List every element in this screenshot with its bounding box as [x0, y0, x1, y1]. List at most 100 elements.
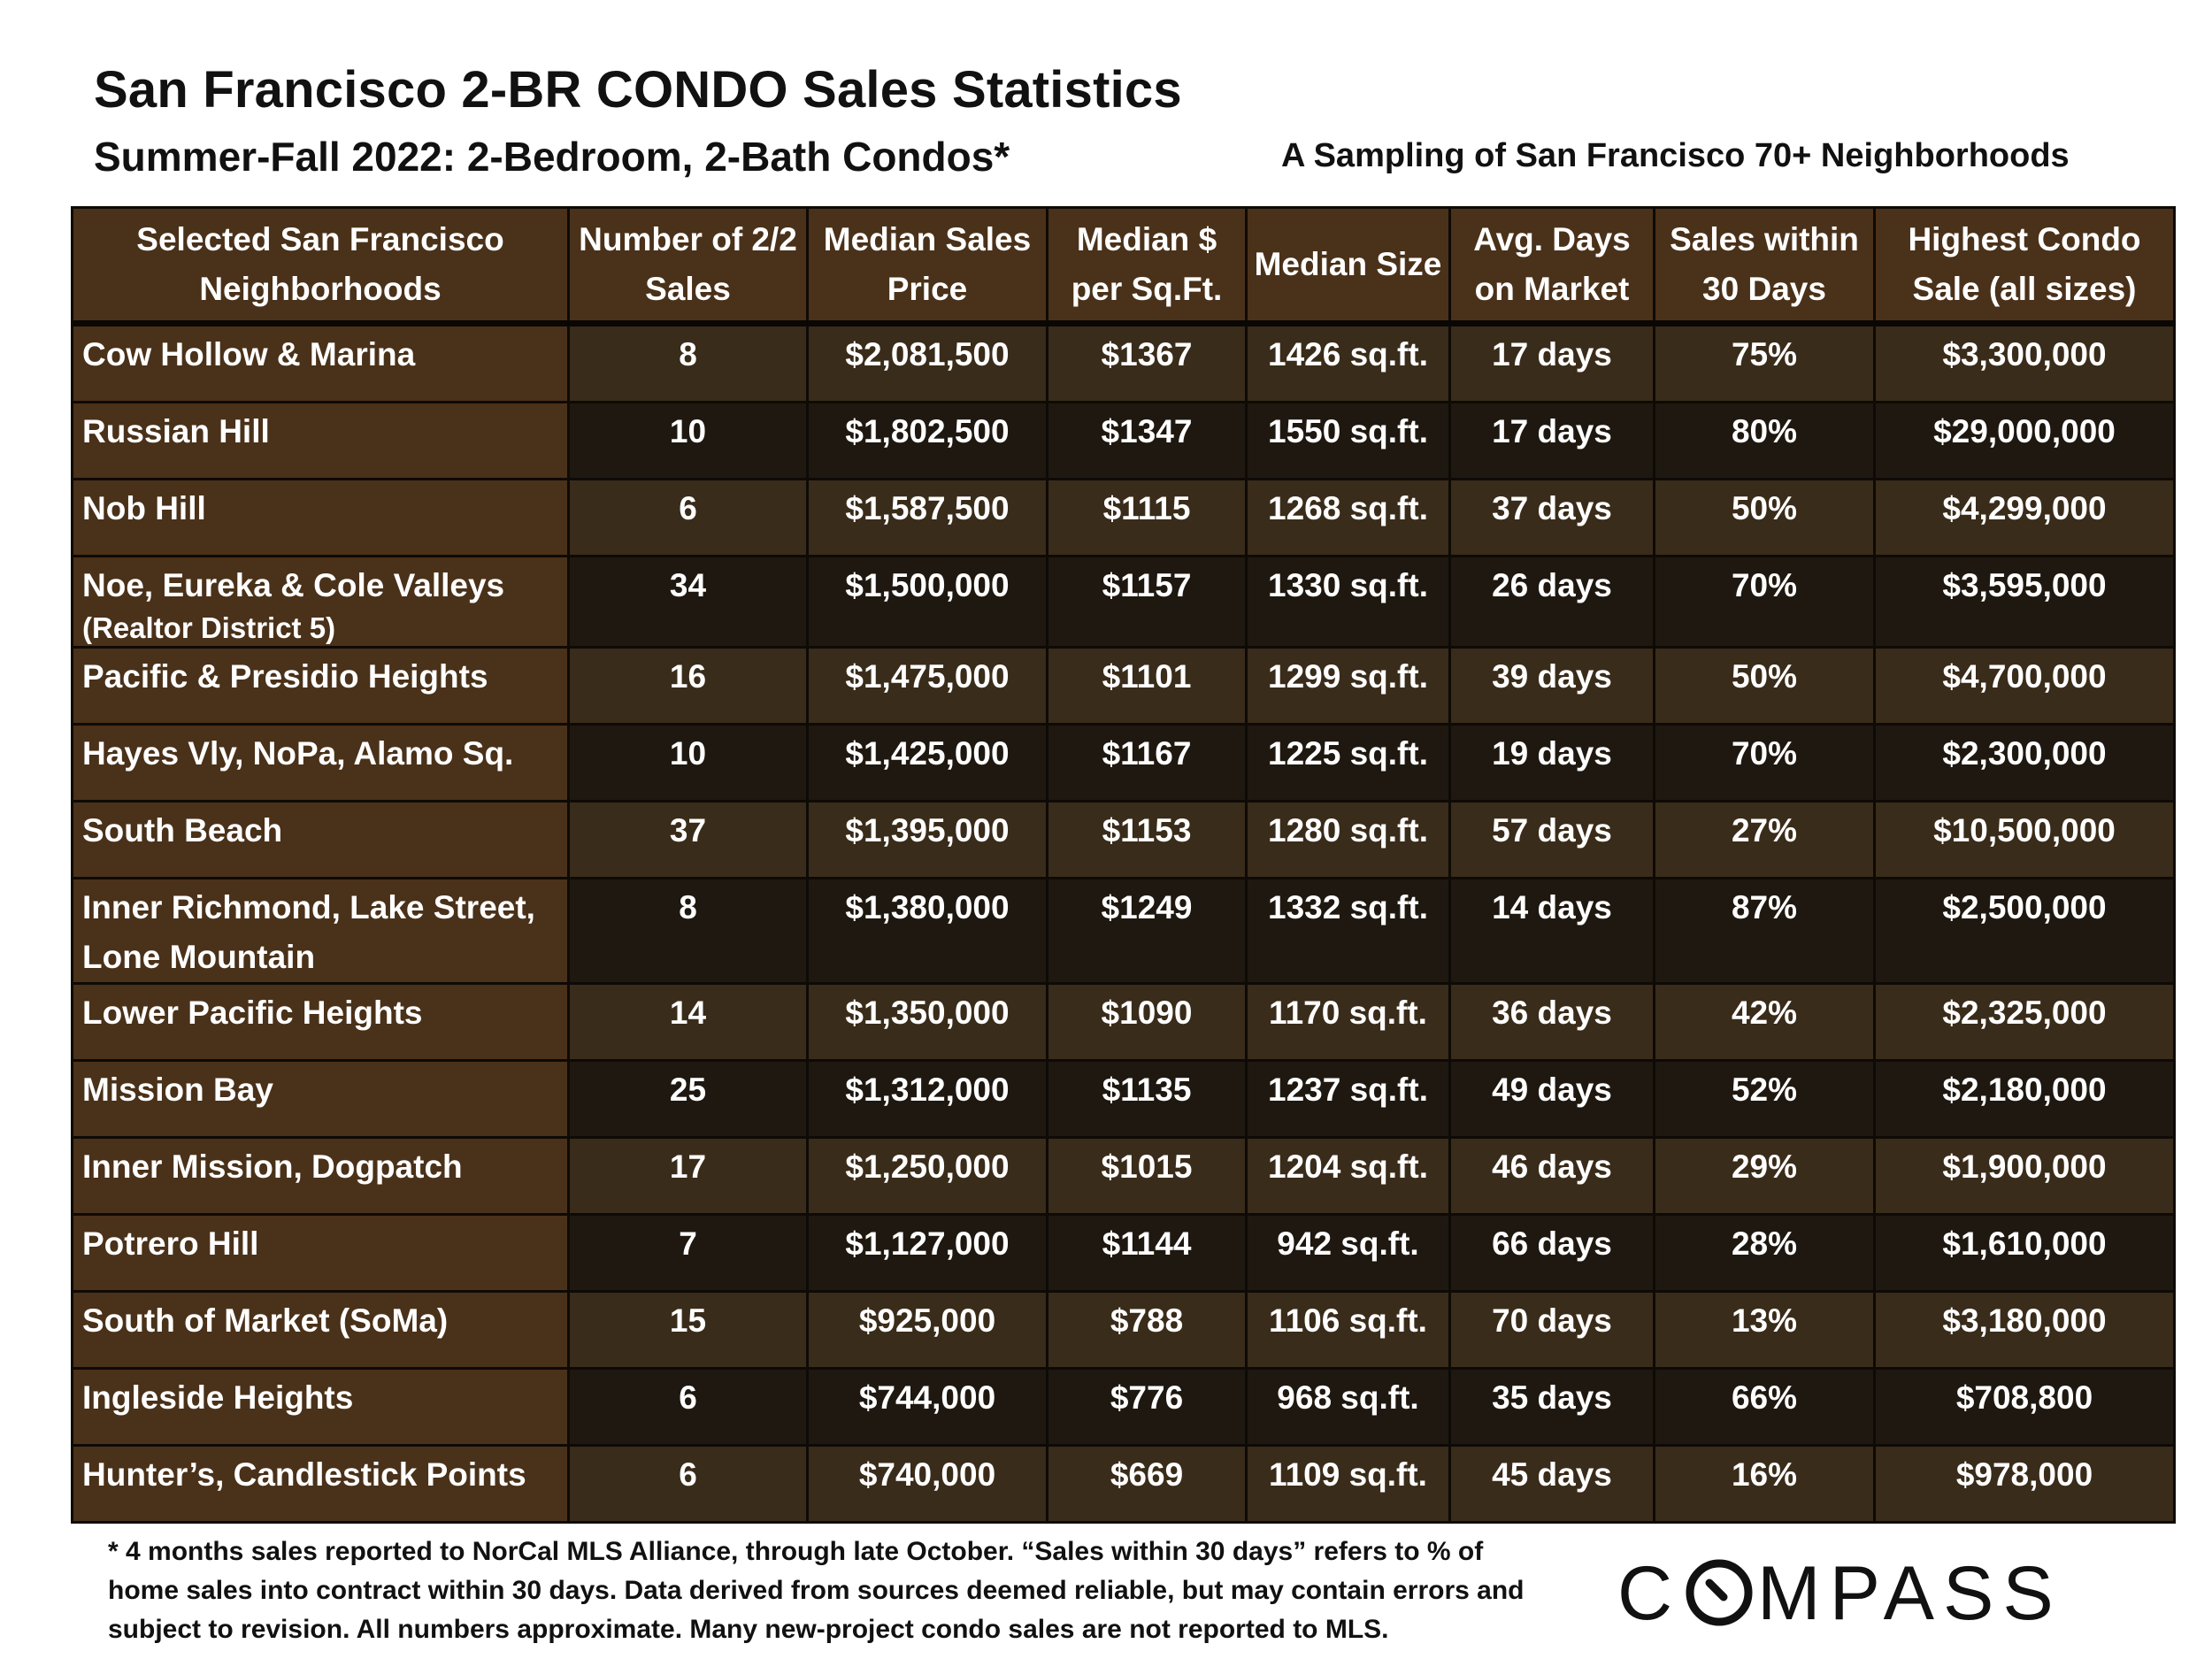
sales-within-30-cell: 75%: [1653, 322, 1876, 403]
median-size-cell: 1170 sq.ft.: [1245, 982, 1451, 1062]
table-row: Nob Hill 6 $1,587,500 $1115 1268 sq.ft. 37 da…: [71, 478, 2176, 557]
highest-sale-cell: $2,325,000: [1873, 982, 2176, 1062]
median-size-cell: 1268 sq.ft.: [1245, 478, 1451, 557]
header-avg-days-on-market: Avg. Days on Market: [1448, 206, 1655, 326]
price-per-sqft-cell: $1153: [1046, 800, 1248, 879]
table-row: South Beach 37 $1,395,000 $1153 1280 sq.ft. 5…: [71, 800, 2176, 879]
price-per-sqft-cell: $1144: [1046, 1213, 1248, 1293]
days-on-market-cell: 45 days: [1448, 1444, 1655, 1524]
median-price-cell: $1,587,500: [806, 478, 1048, 557]
neighborhood-cell: Hayes Vly, NoPa, Alamo Sq.: [71, 723, 570, 803]
price-per-sqft-cell: $1090: [1046, 982, 1248, 1062]
sales-count-cell: 8: [567, 322, 809, 403]
sales-count-cell: 10: [567, 401, 809, 480]
highest-sale-cell: $1,610,000: [1873, 1213, 2176, 1293]
neighborhood-cell: Pacific & Presidio Heights: [71, 646, 570, 726]
highest-sale-cell: $2,180,000: [1873, 1059, 2176, 1139]
median-price-cell: $2,081,500: [806, 322, 1048, 403]
highest-sale-cell: $2,300,000: [1873, 723, 2176, 803]
highest-sale-cell: $1,900,000: [1873, 1136, 2176, 1216]
median-size-cell: 1550 sq.ft.: [1245, 401, 1451, 480]
neighborhood-name: Lower Pacific Heights: [82, 995, 423, 1031]
sales-count-cell: 6: [567, 1444, 809, 1524]
price-per-sqft-cell: $1101: [1046, 646, 1248, 726]
days-on-market-cell: 70 days: [1448, 1290, 1655, 1370]
highest-sale-cell: $2,500,000: [1873, 877, 2176, 985]
neighborhood-cell: Inner Richmond, Lake Street, Lone Mountai…: [71, 877, 570, 985]
median-price-cell: $1,475,000: [806, 646, 1048, 726]
sales-within-30-cell: 52%: [1653, 1059, 1876, 1139]
neighborhood-note: (Realtor District 5): [82, 611, 336, 644]
sales-count-cell: 8: [567, 877, 809, 985]
header-highest-condo-sale: Highest Condo Sale (all sizes): [1873, 206, 2176, 326]
median-price-cell: $740,000: [806, 1444, 1048, 1524]
price-per-sqft-cell: $1157: [1046, 555, 1248, 649]
price-per-sqft-cell: $1135: [1046, 1059, 1248, 1139]
sales-within-30-cell: 50%: [1653, 478, 1876, 557]
median-price-cell: $925,000: [806, 1290, 1048, 1370]
neighborhood-cell: Lower Pacific Heights: [71, 982, 570, 1062]
sales-count-cell: 16: [567, 646, 809, 726]
price-per-sqft-cell: $1249: [1046, 877, 1248, 985]
neighborhood-cell: Inner Mission, Dogpatch: [71, 1136, 570, 1216]
neighborhood-cell: Nob Hill: [71, 478, 570, 557]
sales-within-30-cell: 27%: [1653, 800, 1876, 879]
neighborhood-name: Potrero Hill: [82, 1225, 259, 1262]
sampling-note: A Sampling of San Francisco 70+ Neighbor…: [1281, 137, 2070, 174]
median-price-cell: $1,312,000: [806, 1059, 1048, 1139]
highest-sale-cell: $3,300,000: [1873, 322, 2176, 403]
neighborhood-name: Mission Bay: [82, 1071, 273, 1108]
sales-count-cell: 37: [567, 800, 809, 879]
median-price-cell: $1,802,500: [806, 401, 1048, 480]
table-row: Noe, Eureka & Cole Valleys (Realtor Distr…: [71, 555, 2176, 649]
sales-within-30-cell: 70%: [1653, 723, 1876, 803]
median-price-cell: $1,425,000: [806, 723, 1048, 803]
sales-within-30-cell: 50%: [1653, 646, 1876, 726]
compass-logo: C MPASS: [1617, 1551, 2054, 1636]
neighborhood-cell: Mission Bay: [71, 1059, 570, 1139]
sales-statistics-table: Selected San Francisco Neighborhoods Num…: [71, 206, 2176, 1524]
days-on-market-cell: 66 days: [1448, 1213, 1655, 1293]
neighborhood-cell: Potrero Hill: [71, 1213, 570, 1293]
neighborhood-cell: South of Market (SoMa): [71, 1290, 570, 1370]
neighborhood-cell: Cow Hollow & Marina: [71, 322, 570, 403]
highest-sale-cell: $708,800: [1873, 1367, 2176, 1447]
sales-within-30-cell: 28%: [1653, 1213, 1876, 1293]
header-median-size: Median Size: [1245, 206, 1451, 326]
price-per-sqft-cell: $1167: [1046, 723, 1248, 803]
sales-count-cell: 14: [567, 982, 809, 1062]
sales-count-cell: 6: [567, 1367, 809, 1447]
days-on-market-cell: 57 days: [1448, 800, 1655, 879]
median-size-cell: 1332 sq.ft.: [1245, 877, 1451, 985]
median-price-cell: $1,395,000: [806, 800, 1048, 879]
sales-within-30-cell: 66%: [1653, 1367, 1876, 1447]
table-row: Inner Mission, Dogpatch 17 $1,250,000 $1015…: [71, 1136, 2176, 1216]
neighborhood-cell: South Beach: [71, 800, 570, 879]
sales-within-30-cell: 80%: [1653, 401, 1876, 480]
neighborhood-name: Russian Hill: [82, 413, 270, 449]
days-on-market-cell: 26 days: [1448, 555, 1655, 649]
neighborhood-cell: Russian Hill: [71, 401, 570, 480]
median-size-cell: 1299 sq.ft.: [1245, 646, 1451, 726]
median-size-cell: 1426 sq.ft.: [1245, 322, 1451, 403]
price-per-sqft-cell: $669: [1046, 1444, 1248, 1524]
sales-count-cell: 10: [567, 723, 809, 803]
neighborhood-name: Cow Hollow & Marina: [82, 336, 416, 373]
days-on-market-cell: 14 days: [1448, 877, 1655, 985]
days-on-market-cell: 17 days: [1448, 322, 1655, 403]
median-price-cell: $1,500,000: [806, 555, 1048, 649]
neighborhood-cell: Noe, Eureka & Cole Valleys (Realtor Distr…: [71, 555, 570, 649]
table-row: Ingleside Heights 6 $744,000 $776 968 sq.ft.…: [71, 1367, 2176, 1447]
sales-within-30-cell: 29%: [1653, 1136, 1876, 1216]
median-size-cell: 1280 sq.ft.: [1245, 800, 1451, 879]
sales-within-30-cell: 42%: [1653, 982, 1876, 1062]
price-per-sqft-cell: $1015: [1046, 1136, 1248, 1216]
neighborhood-name: Ingleside Heights: [82, 1379, 354, 1416]
table-row: Inner Richmond, Lake Street, Lone Mountai…: [71, 877, 2176, 985]
sales-count-cell: 6: [567, 478, 809, 557]
neighborhood-name: South Beach: [82, 812, 283, 849]
sales-count-cell: 25: [567, 1059, 809, 1139]
table-header-row: Selected San Francisco Neighborhoods Num…: [71, 206, 2176, 326]
days-on-market-cell: 36 days: [1448, 982, 1655, 1062]
median-size-cell: 942 sq.ft.: [1245, 1213, 1451, 1293]
